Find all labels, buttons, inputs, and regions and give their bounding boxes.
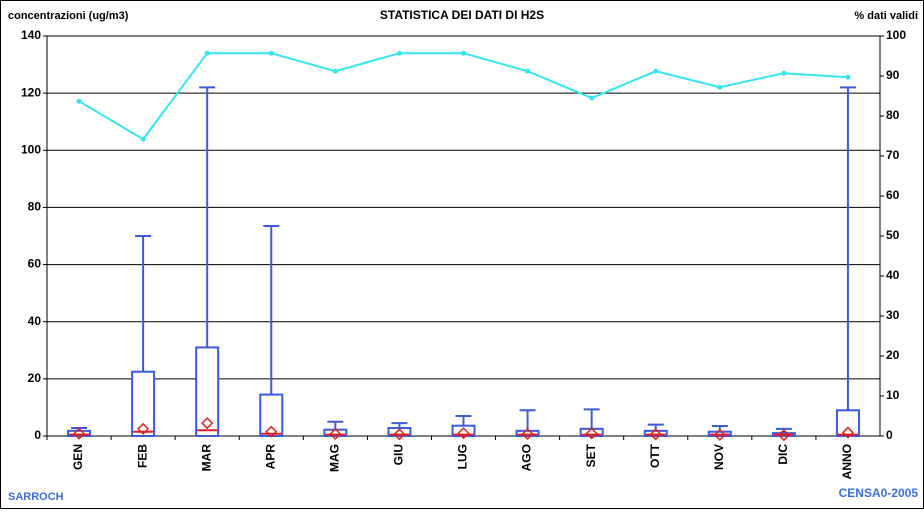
y2-tick-label: 100 (886, 28, 906, 42)
mean-marker (649, 428, 662, 441)
y-tick-label: 0 (34, 428, 41, 442)
box (259, 393, 284, 438)
y-tick-label: 120 (21, 85, 41, 99)
y2-tick-label: 70 (886, 148, 900, 162)
y2-tick-label: 40 (886, 268, 900, 282)
chart-title: STATISTICA DEI DATI DI H2S (380, 8, 544, 22)
y2-tick-label: 0 (886, 428, 893, 442)
line-point (781, 70, 787, 76)
y2-tick-label: 80 (886, 108, 900, 122)
x-tick-label: APR (263, 444, 277, 470)
box (515, 429, 540, 438)
x-tick-label: OTT (648, 443, 662, 468)
y-tick-label: 40 (28, 314, 42, 328)
x-tick-label: LUG (456, 444, 470, 469)
mean-marker (521, 427, 534, 441)
line-point (396, 50, 402, 56)
box (67, 429, 92, 438)
box (835, 409, 860, 437)
y-tick-label: 20 (28, 371, 42, 385)
footer-left: SARROCH (8, 491, 64, 503)
box (643, 429, 668, 438)
box (195, 346, 220, 437)
y-tick-label: 140 (21, 28, 41, 42)
footer-right: CENSA0-2005 (839, 486, 919, 500)
line-point (332, 68, 338, 74)
line-point (589, 95, 595, 101)
x-tick-label: GIU (392, 444, 406, 465)
y2-axis-title: % dati validi (854, 10, 918, 22)
y-tick-label: 100 (21, 142, 41, 156)
y2-tick-label: 20 (886, 348, 900, 362)
y2-tick-label: 90 (886, 68, 900, 82)
box (451, 424, 476, 438)
x-tick-label: ANNO (840, 444, 854, 479)
line-point (717, 84, 723, 90)
y2-tick-label: 30 (886, 308, 900, 322)
y2-tick-label: 60 (886, 188, 900, 202)
line-point (525, 68, 531, 74)
mean-marker (137, 422, 150, 435)
mean-marker (265, 425, 278, 438)
line-point (140, 136, 146, 142)
mean-marker (72, 427, 86, 440)
x-tick-label: SET (584, 443, 598, 467)
y2-tick-label: 50 (886, 228, 900, 242)
line-point (461, 50, 466, 56)
line-point (268, 50, 274, 56)
line-point (653, 68, 659, 74)
y-tick-label: 60 (28, 257, 42, 271)
x-tick-label: NOV (712, 444, 726, 470)
x-tick-label: MAG (328, 444, 342, 472)
mean-marker (201, 417, 214, 430)
x-tick-label: DIC (776, 444, 790, 465)
y2-tick-label: 10 (886, 388, 900, 402)
line-point (204, 50, 210, 56)
mean-marker (713, 428, 726, 441)
x-tick-label: FEB (135, 444, 149, 468)
y-axis-title: concentrazioni (ug/m3) (8, 10, 129, 22)
box (131, 370, 156, 438)
y-tick-label: 80 (28, 200, 42, 214)
mean-marker (777, 429, 790, 442)
mean-marker (329, 427, 342, 441)
mean-marker (393, 428, 406, 441)
mean-marker (841, 426, 855, 439)
box (387, 427, 412, 437)
mean-marker (585, 427, 598, 440)
mean-marker (457, 427, 470, 440)
x-tick-label: AGO (520, 444, 534, 471)
x-tick-label: MAR (199, 444, 213, 472)
line-point (845, 74, 851, 80)
line-point (76, 98, 82, 104)
x-tick-label: GEN (71, 444, 85, 470)
